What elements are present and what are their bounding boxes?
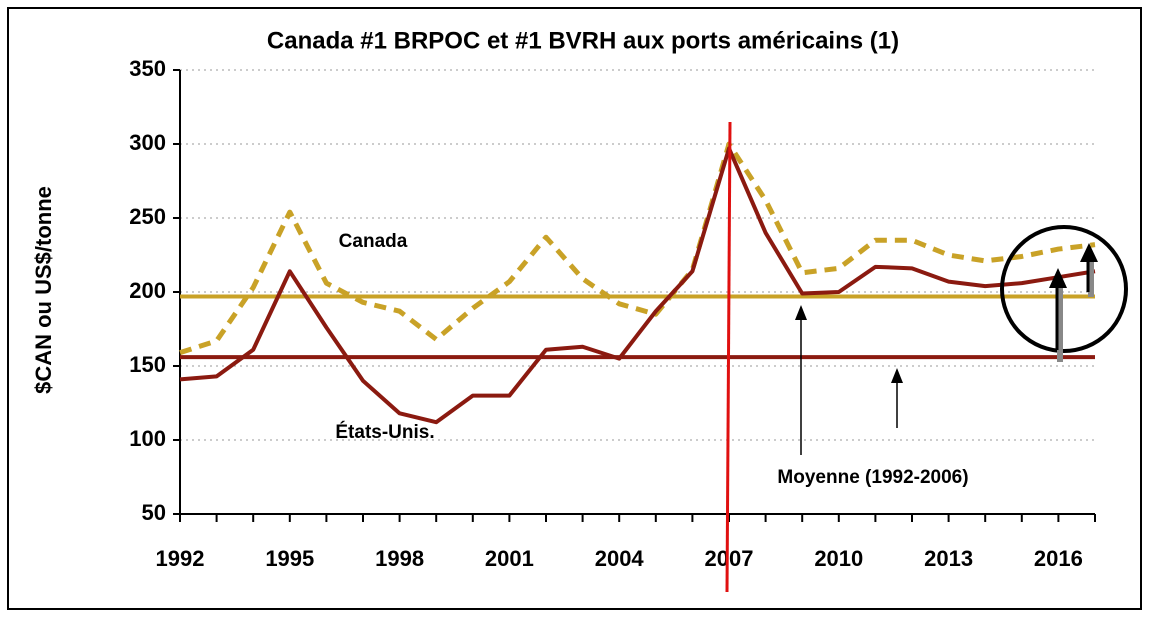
series-label: Canada bbox=[339, 231, 408, 252]
x-tick-label: 1998 bbox=[375, 546, 424, 571]
y-tick-label: 100 bbox=[129, 426, 166, 451]
series-line bbox=[179, 141, 1096, 356]
chart-title: Canada #1 BRPOC et #1 BVRH aux ports amé… bbox=[267, 27, 899, 54]
series-line bbox=[179, 146, 1096, 425]
chart-border bbox=[7, 7, 1142, 610]
plot: 50 100 150 200 250 300 350 1992 1995 1998 2001 2004… bbox=[129, 56, 1096, 571]
x-tick-label: 2016 bbox=[1034, 546, 1083, 571]
y-tick-label: 250 bbox=[129, 204, 166, 229]
arrow-head bbox=[795, 305, 807, 320]
x-tick-label: 2010 bbox=[814, 546, 863, 571]
x-tick-label: 2004 bbox=[595, 546, 645, 571]
annotations bbox=[725, 121, 1128, 593]
y-tick-label: 50 bbox=[142, 500, 166, 525]
x-tick-label: 2013 bbox=[924, 546, 973, 571]
y-tick-label: 350 bbox=[129, 56, 166, 81]
arrow-head bbox=[1080, 243, 1098, 262]
y-tick-label: 300 bbox=[129, 130, 166, 155]
arrow-head bbox=[1049, 268, 1067, 288]
x-tick-label: 1992 bbox=[156, 546, 205, 571]
series-label: États-Unis. bbox=[335, 421, 434, 443]
x-tick-label: 1995 bbox=[265, 546, 314, 571]
highlight-circle bbox=[1000, 225, 1128, 353]
x-tick-label: 2001 bbox=[485, 546, 534, 571]
vertical-marker bbox=[725, 121, 732, 593]
y-tick-label: 200 bbox=[129, 278, 166, 303]
y-axis-label: $CAN ou US$/tonne bbox=[31, 186, 56, 394]
arrow-head bbox=[891, 368, 903, 383]
average-label: Moyenne (1992-2006) bbox=[777, 467, 968, 488]
x-tick-label: 2007 bbox=[705, 546, 754, 571]
y-tick-label: 150 bbox=[129, 352, 166, 377]
